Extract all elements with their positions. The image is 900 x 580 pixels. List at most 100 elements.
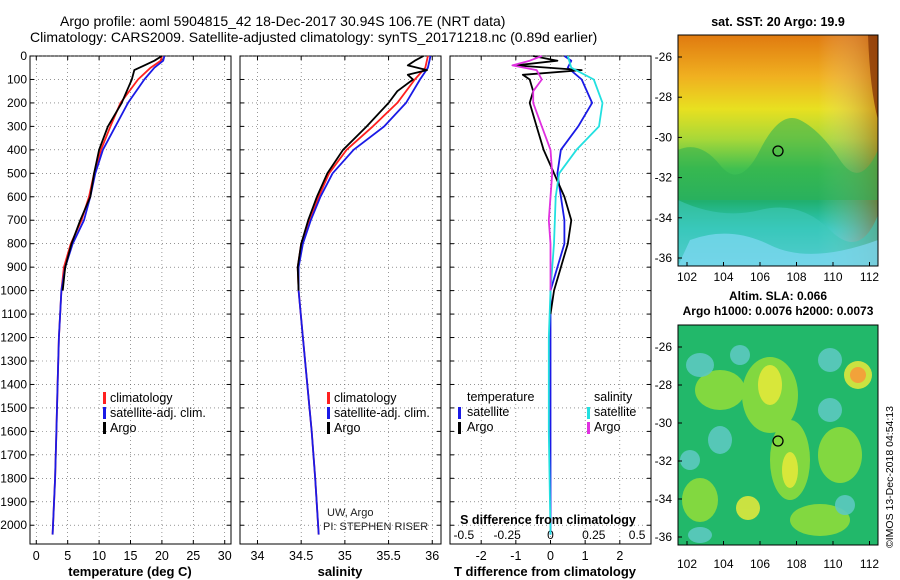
sst-map-title: sat. SST: 20 Argo: 19.9 (711, 15, 845, 29)
series-line-argo (296, 55, 428, 291)
line-layer (51, 55, 604, 535)
x-tick-label: 35 (338, 549, 352, 563)
imos-stamp: ©IMOS 13-Dec-2018 04:54:13 (884, 406, 896, 548)
sst-map-image (678, 35, 878, 266)
legend-swatch-argo (327, 422, 330, 434)
legend-label-argo: Argo (110, 421, 136, 435)
x-tick-label: 5 (64, 549, 71, 563)
sla-map-title-line1: Altim. SLA: 0.066 (729, 289, 827, 303)
pi-note: PI: STEPHEN RISER (323, 521, 428, 533)
depth-tick-label: 600 (7, 190, 27, 204)
s-diff-tick-label: 0.25 (582, 528, 606, 542)
temperature-legend: climatology satellite-adj. clim. Argo (103, 391, 206, 435)
salinity-panel-frame (239, 55, 442, 545)
depth-tick-label: 1800 (0, 471, 27, 485)
x-tick-label: 36 (425, 549, 439, 563)
s-diff-tick-label: 0 (547, 528, 554, 542)
map-lat-tick-label: -28 (655, 378, 673, 392)
depth-tick-label: 1900 (0, 495, 27, 509)
series-line-satellite-adj-clim- (297, 55, 432, 535)
x-tick-label: 20 (155, 549, 169, 563)
sla-map-frame (677, 324, 879, 546)
series-line-climatology (296, 55, 429, 535)
legend-title-temperature: temperature (467, 390, 534, 404)
map-lat-tick-label: -32 (655, 454, 673, 468)
series-line-satellite-adj-clim- (51, 55, 166, 535)
legend-label-sal-satellite: satellite (594, 405, 636, 419)
depth-tick-label: 1000 (0, 284, 27, 298)
map-lat-tick-label: -36 (655, 530, 673, 544)
series-line-salinity-satellite (547, 55, 604, 535)
figure-title-line1: Argo profile: aoml 5904815_42 18-Dec-201… (60, 13, 505, 29)
series-line-salinity-argo (511, 55, 554, 291)
tick-layer: 0100200300400500600700800900100011001200… (0, 49, 651, 563)
x-tick-label: 34 (251, 549, 265, 563)
legend-label-climatology: climatology (334, 391, 397, 405)
legend-swatch-temp-argo (458, 422, 461, 434)
x-tick-label: 25 (186, 549, 200, 563)
grid-layer (30, 55, 651, 544)
salinity-legend: climatology satellite-adj. clim. Argo (327, 391, 430, 435)
difference-x-axis-label: T difference from climatology (454, 564, 637, 579)
legend-swatch-climatology (327, 392, 330, 404)
x-tick-label: 0 (33, 549, 40, 563)
legend-swatch-satellite (103, 407, 106, 419)
depth-tick-label: 1200 (0, 331, 27, 345)
s-diff-tick-label: -0.25 (494, 528, 522, 542)
x-tick-label: 35.5 (376, 549, 400, 563)
map-lon-tick-label: 108 (786, 557, 806, 571)
depth-tick-label: 900 (7, 260, 27, 274)
s-diff-tick-label: -0.5 (454, 528, 475, 542)
legend-swatch-climatology (103, 392, 106, 404)
map-lat-tick-label: -34 (655, 492, 673, 506)
depth-tick-label: 0 (20, 49, 27, 63)
map-lon-tick-label: 110 (823, 557, 842, 571)
map-lon-tick-label: 108 (786, 270, 806, 284)
depth-tick-label: 1700 (0, 448, 27, 462)
difference-top-axis-label: S difference from climatology (460, 513, 636, 527)
legend-title-salinity: salinity (594, 390, 633, 404)
depth-tick-label: 1500 (0, 401, 27, 415)
x-tick-label: 0 (547, 549, 554, 563)
depth-tick-label: 300 (7, 119, 27, 133)
sla-map-title-line2: Argo h1000: 0.0076 h2000: 0.0073 (683, 304, 874, 318)
legend-swatch-argo (103, 422, 106, 434)
map-lat-tick-label: -26 (655, 50, 673, 64)
depth-tick-label: 2000 (0, 518, 27, 532)
depth-tick-label: 100 (7, 72, 27, 86)
map-lon-tick-label: 106 (750, 270, 770, 284)
legend-swatch-satellite (327, 407, 330, 419)
legend-swatch-temp-satellite (458, 407, 461, 419)
map-lon-tick-label: 104 (713, 557, 733, 571)
legend-swatch-sal-argo (587, 422, 590, 434)
depth-tick-label: 200 (7, 96, 27, 110)
legend-label-argo: Argo (334, 421, 360, 435)
x-tick-label: 10 (92, 549, 106, 563)
legend-label-temp-argo: Argo (467, 420, 493, 434)
figure-title-line2: Climatology: CARS2009. Satellite-adjuste… (30, 29, 597, 45)
depth-tick-label: 1100 (1, 307, 27, 321)
depth-tick-label: 700 (7, 213, 27, 227)
map-lat-tick-label: -26 (655, 340, 673, 354)
legend-label-temp-satellite: satellite (467, 405, 509, 419)
map-lon-tick-label: 112 (860, 557, 879, 571)
legend-swatch-sal-satellite (587, 407, 590, 419)
s-diff-tick-label: 0.5 (629, 528, 646, 542)
sst-argo-marker (772, 145, 784, 157)
x-tick-label: 30 (218, 549, 232, 563)
series-line-argo (61, 55, 163, 291)
map-lon-tick-label: 102 (677, 270, 697, 284)
depth-tick-label: 500 (7, 166, 27, 180)
legend-label-satellite: satellite-adj. clim. (110, 406, 206, 420)
depth-tick-label: 1600 (0, 424, 27, 438)
map-lat-tick-label: -34 (655, 211, 673, 225)
map-lat-tick-label: -36 (655, 251, 673, 265)
x-tick-label: 1 (582, 549, 589, 563)
map-lon-tick-label: 106 (750, 557, 770, 571)
depth-tick-label: 1400 (0, 377, 27, 391)
salinity-x-axis-label: salinity (318, 564, 364, 579)
temperature-x-axis-label: temperature (deg C) (68, 564, 192, 579)
map-lon-tick-label: 104 (713, 270, 733, 284)
map-ticks: -26 -28 -30 -32 -34 -36 102 104 106 108 110 112 -26 -… (655, 50, 880, 571)
